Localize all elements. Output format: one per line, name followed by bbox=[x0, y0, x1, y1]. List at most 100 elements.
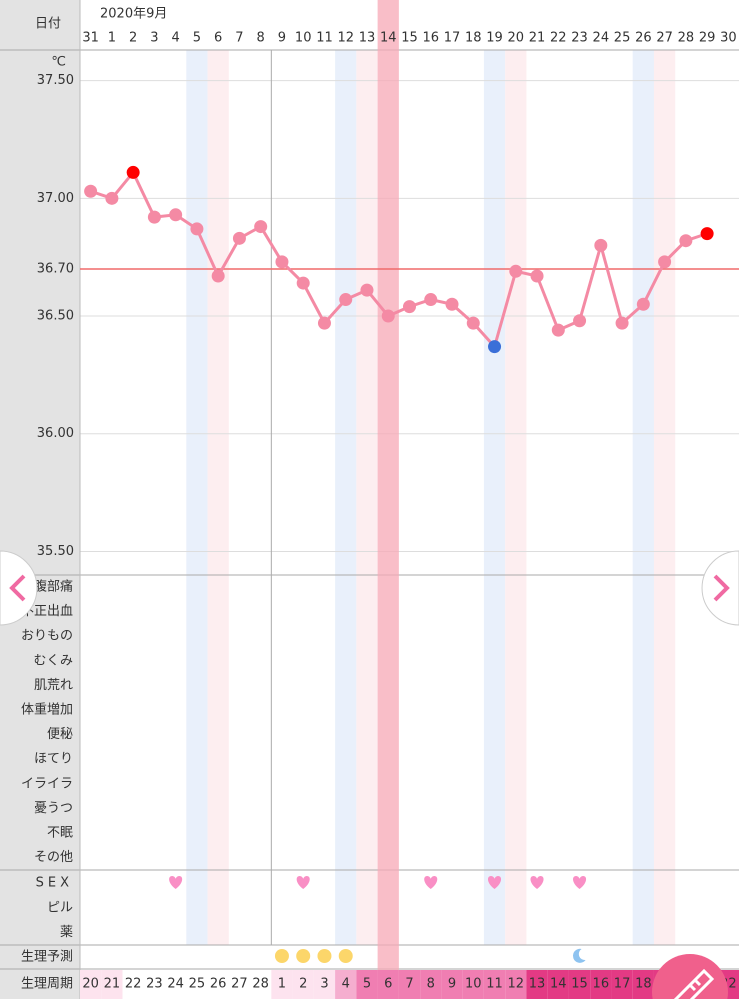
cycle-cell bbox=[632, 970, 654, 999]
next-button[interactable] bbox=[701, 550, 739, 626]
cycle-day: 26 bbox=[210, 977, 227, 992]
cycle-cell bbox=[250, 970, 272, 999]
temperature-point bbox=[403, 300, 416, 314]
temperature-point bbox=[679, 234, 693, 248]
date-label: 9 bbox=[278, 31, 286, 46]
temperature-point bbox=[424, 293, 438, 307]
temperature-point bbox=[488, 340, 502, 354]
cycle-day: 1 bbox=[278, 977, 286, 992]
cycle-cell bbox=[143, 970, 166, 999]
cycle-cell bbox=[207, 970, 229, 999]
date-label: 日付 bbox=[35, 17, 61, 32]
cycle-day: 13 bbox=[529, 977, 546, 992]
date-label: 6 bbox=[214, 31, 222, 46]
cycle-cell bbox=[441, 970, 463, 999]
date-label: 30 bbox=[720, 31, 737, 46]
y-tick-label: 36.00 bbox=[37, 426, 74, 441]
cycle-day: 23 bbox=[146, 977, 163, 992]
sunday-column bbox=[505, 50, 527, 945]
symptom-label: 不眠 bbox=[47, 826, 73, 841]
date-label: 31 bbox=[82, 31, 99, 46]
date-label: 1 bbox=[108, 31, 116, 46]
date-label: 2 bbox=[129, 31, 137, 46]
date-label: 10 bbox=[295, 31, 312, 46]
event-label: ピル bbox=[47, 900, 73, 915]
prediction-label: 生理予測 bbox=[21, 950, 73, 965]
cycle-cell bbox=[420, 970, 442, 999]
date-label: 13 bbox=[359, 31, 376, 46]
date-label: 12 bbox=[337, 31, 354, 46]
y-tick-label: 37.50 bbox=[37, 73, 74, 88]
cycle-cell bbox=[313, 970, 336, 999]
cycle-day: 14 bbox=[550, 977, 567, 992]
symptom-label: 不正出血 bbox=[21, 604, 73, 619]
cycle-cell bbox=[398, 970, 421, 999]
cycle-cell bbox=[80, 970, 102, 999]
temperature-point bbox=[169, 208, 183, 222]
temperature-point bbox=[700, 227, 714, 241]
sex-heart bbox=[488, 876, 502, 889]
cycle-cell bbox=[590, 970, 612, 999]
cycle-cell bbox=[611, 970, 633, 999]
temperature-point bbox=[615, 316, 629, 330]
temperature-point bbox=[84, 184, 98, 198]
cycle-day: 16 bbox=[593, 977, 610, 992]
y-tick-label: 35.50 bbox=[37, 544, 74, 559]
period-prediction bbox=[296, 949, 311, 963]
date-label: 18 bbox=[465, 31, 482, 46]
temperature-point bbox=[232, 231, 246, 245]
cycle-day: 2 bbox=[299, 977, 307, 992]
period-prediction bbox=[338, 949, 353, 963]
event-label: SEX bbox=[36, 876, 73, 891]
temperature-point bbox=[317, 316, 331, 330]
cycle-day: 7 bbox=[405, 977, 413, 992]
date-label: 24 bbox=[593, 31, 610, 46]
period-prediction bbox=[317, 949, 332, 963]
today-column bbox=[377, 0, 399, 999]
cycle-day: 5 bbox=[363, 977, 371, 992]
backgrounds bbox=[186, 50, 676, 945]
header-bg bbox=[80, 0, 739, 50]
y-tick-label: 36.50 bbox=[37, 309, 74, 324]
date-label: 7 bbox=[235, 31, 243, 46]
cycle-day: 25 bbox=[189, 977, 206, 992]
edit-icon bbox=[673, 968, 715, 999]
cycle-cell bbox=[122, 970, 144, 999]
temperature-point bbox=[190, 222, 204, 236]
sunday-column bbox=[356, 50, 378, 945]
unit-label: ℃ bbox=[51, 55, 66, 70]
cycle-day: 9 bbox=[448, 977, 456, 992]
cycle-cell bbox=[505, 970, 527, 999]
saturday-column bbox=[632, 50, 654, 945]
saturday-column bbox=[335, 50, 357, 945]
temperature-point bbox=[551, 323, 565, 337]
symptom-label: 憂うつ bbox=[34, 801, 73, 816]
reference-label: 36.70 bbox=[37, 261, 74, 276]
date-label: 26 bbox=[635, 31, 652, 46]
cycle-day: 6 bbox=[384, 977, 392, 992]
cycle-cell bbox=[186, 970, 208, 999]
temperature-point bbox=[509, 264, 523, 278]
temperature-point bbox=[636, 297, 650, 311]
cycle-day: 12 bbox=[508, 977, 525, 992]
date-label: 23 bbox=[571, 31, 588, 46]
temperature-point bbox=[445, 297, 459, 311]
temperature-point bbox=[530, 269, 544, 283]
temperature-point bbox=[381, 309, 395, 323]
cycle-day: 17 bbox=[614, 977, 631, 992]
cycle-cell bbox=[335, 970, 357, 999]
period-prediction bbox=[274, 949, 289, 963]
edit-button[interactable] bbox=[652, 954, 728, 999]
date-label: 5 bbox=[193, 31, 201, 46]
cycle-cell bbox=[547, 970, 569, 999]
symptom-label: その他 bbox=[34, 850, 73, 865]
saturday-column bbox=[483, 50, 506, 945]
symptom-label: 体重増加 bbox=[21, 702, 73, 718]
cycle-day: 24 bbox=[167, 977, 184, 992]
cycle-day: 28 bbox=[252, 977, 269, 992]
cycle-day: 10 bbox=[465, 977, 482, 992]
date-label: 29 bbox=[699, 31, 716, 46]
symptom-label: おりもの bbox=[21, 629, 73, 644]
prev-button[interactable] bbox=[0, 550, 38, 626]
cycle-day: 18 bbox=[635, 977, 652, 992]
